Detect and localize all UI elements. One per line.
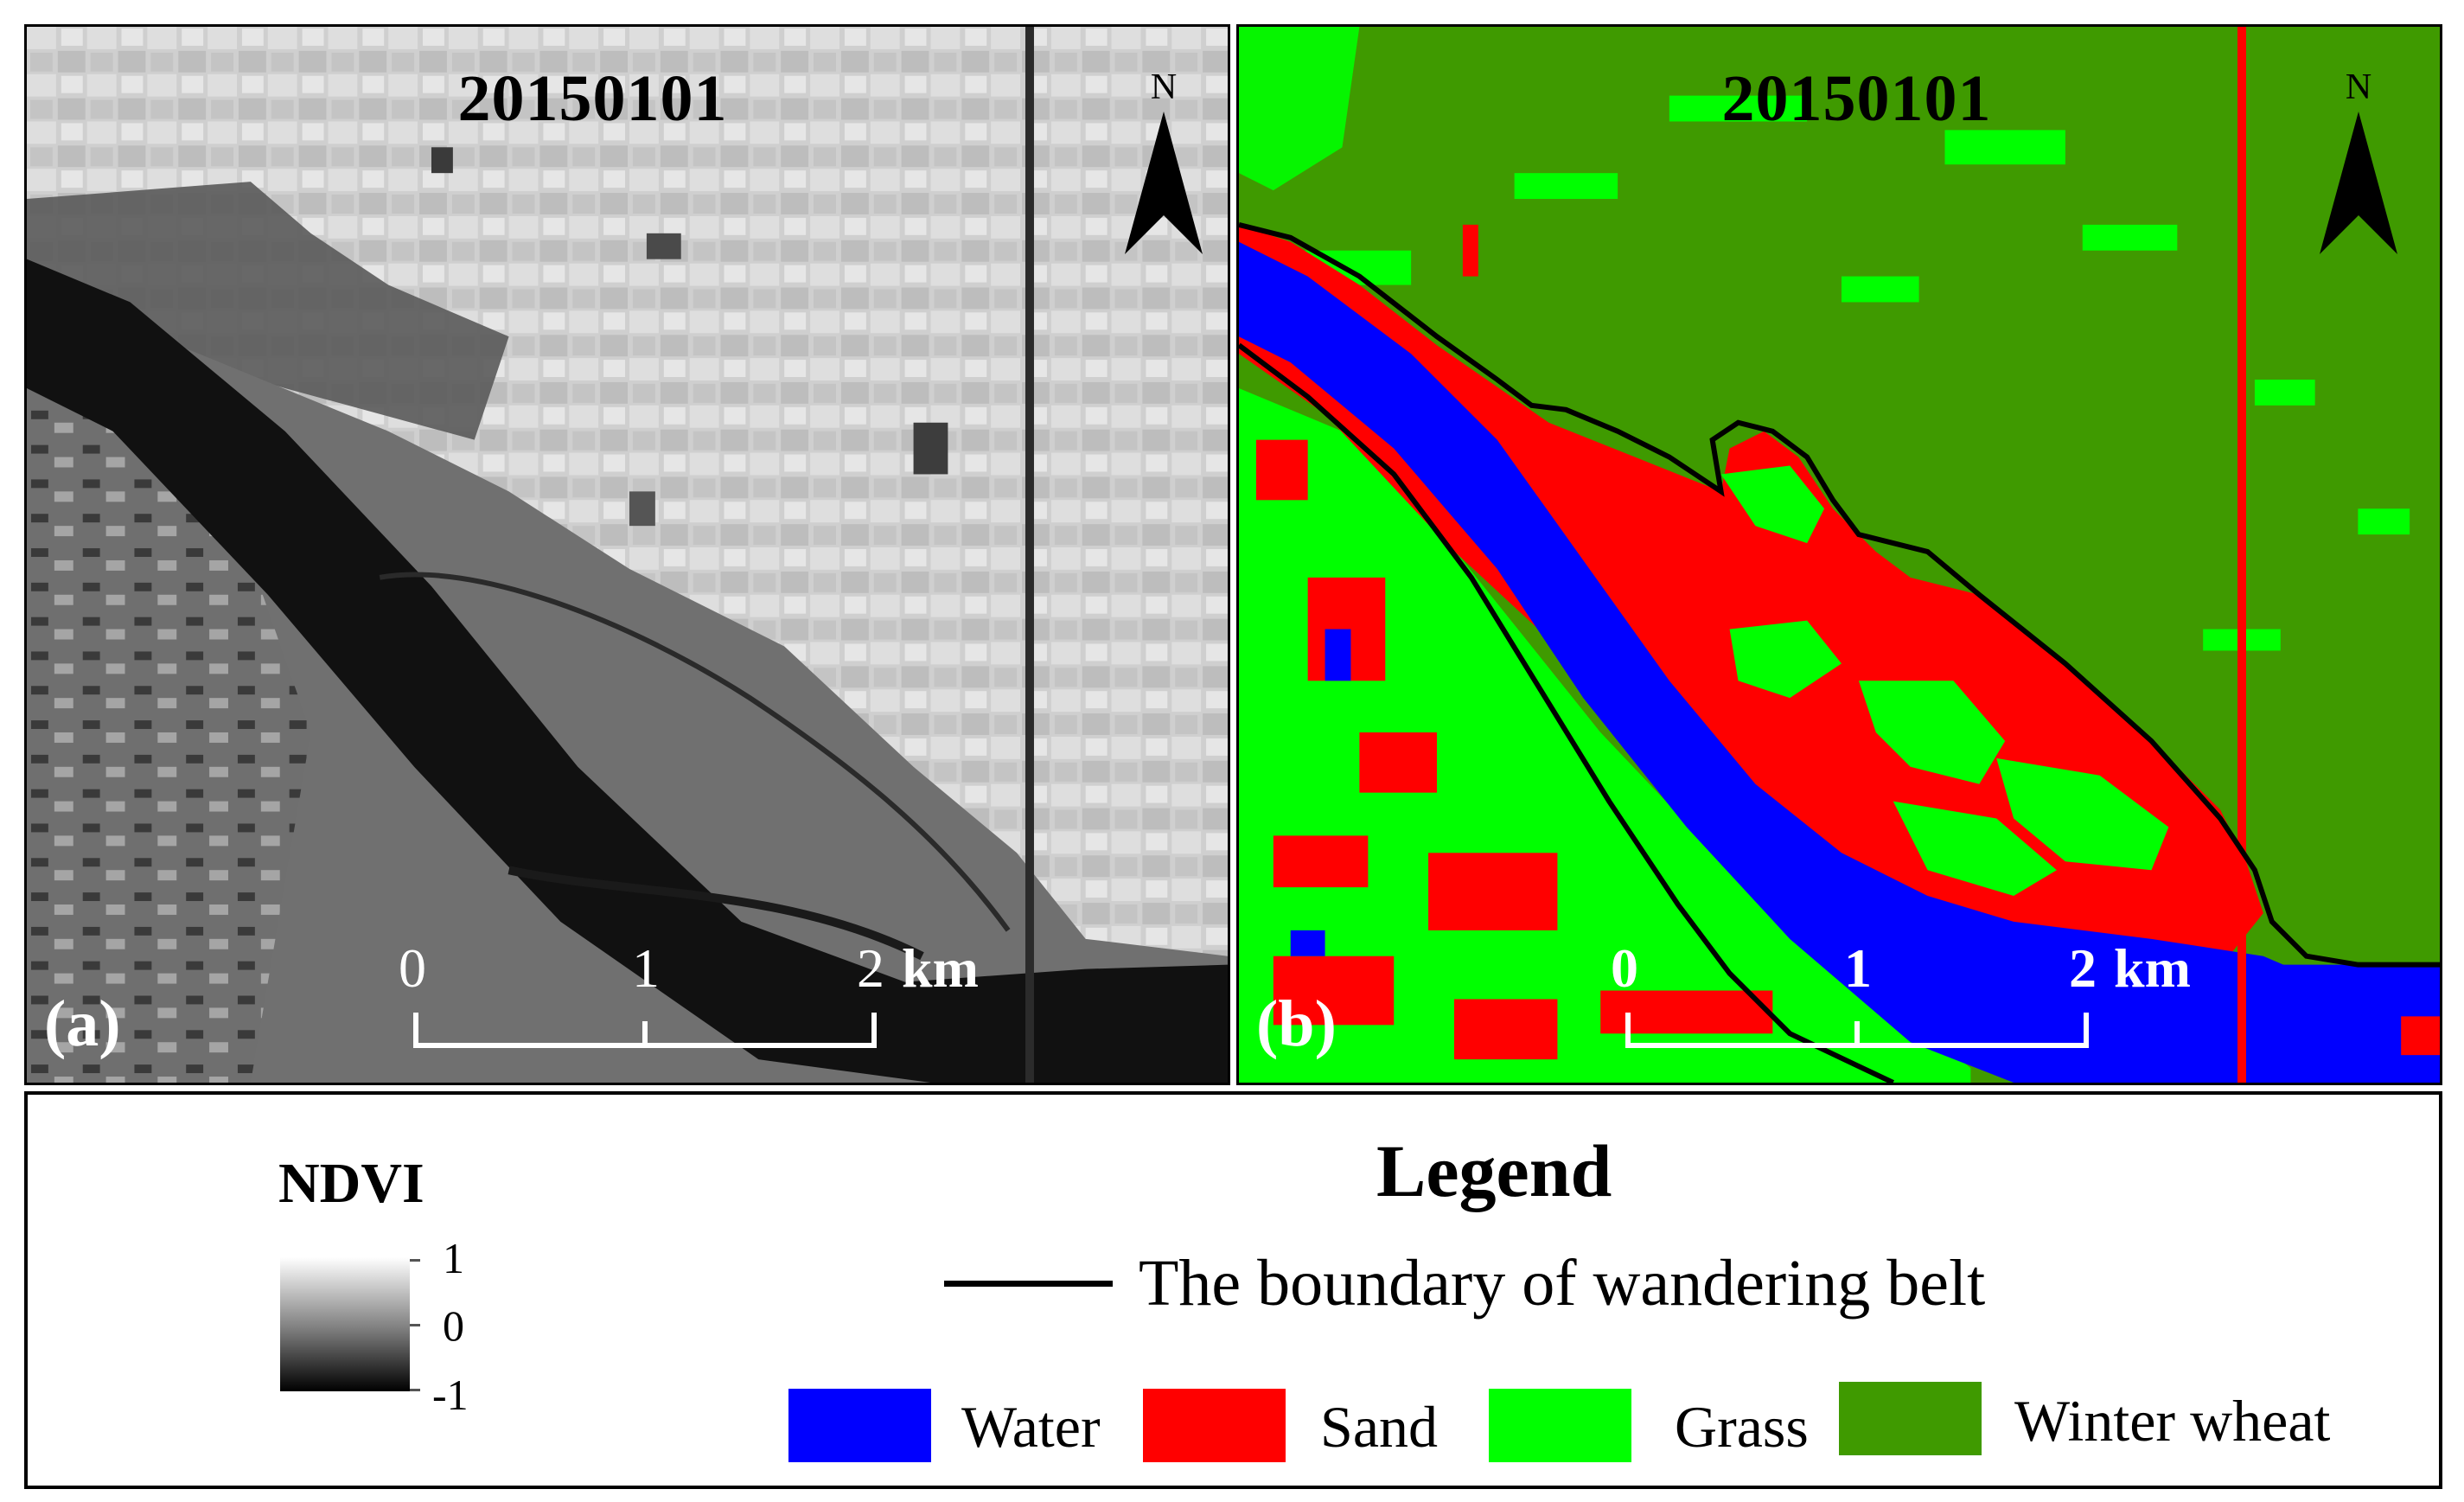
water-label: Water	[961, 1394, 1101, 1460]
ndvi-color-ramp	[280, 1257, 410, 1391]
north-letter: N	[1150, 67, 1178, 107]
scale-unit: km	[2114, 937, 2191, 999]
grass-swatch	[1489, 1389, 1631, 1462]
ndvi-min-label: -1	[432, 1371, 469, 1419]
ndvi-max-label: 1	[443, 1234, 464, 1282]
map-date-title: 20150101	[1721, 62, 1992, 135]
classification-map-image	[1239, 27, 2440, 1083]
sand-swatch	[1143, 1389, 1286, 1462]
legend-box: NDVI 1 0 -1 Legend The boundary of wande…	[24, 1091, 2442, 1489]
north-arrow: N	[2311, 67, 2406, 257]
map-date-title: 20150101	[457, 62, 728, 135]
boundary-label: The boundary of wandering belt	[1139, 1247, 1986, 1320]
panel-label: (a)	[44, 987, 121, 1060]
boundary-line-symbol	[944, 1281, 1113, 1287]
scale-bar: 0 1 2 km	[373, 917, 979, 1064]
north-arrow: N	[1116, 67, 1211, 257]
ndvi-map-panel: 20150101 N 0 1 2 km (a)	[24, 24, 1230, 1085]
ndvi-map-image	[27, 27, 1228, 1083]
scale-tick-2: 2	[2069, 937, 2097, 999]
scale-tick-1: 1	[632, 937, 660, 999]
winter-wheat-label: Winter wheat	[2014, 1388, 2331, 1454]
scale-bar: 0 1 2 km	[1585, 917, 2191, 1064]
ndvi-mid-label: 0	[443, 1301, 464, 1350]
sand-label: Sand	[1320, 1394, 1438, 1460]
north-arrow-icon	[1125, 112, 1203, 254]
scale-tick-1: 1	[1844, 937, 1872, 999]
scale-tick-0: 0	[1611, 937, 1638, 999]
north-arrow-icon	[2320, 112, 2397, 254]
ndvi-tick-max	[410, 1259, 420, 1262]
ndvi-title: NDVI	[278, 1152, 424, 1215]
grass-label: Grass	[1675, 1394, 1809, 1460]
panel-label: (b)	[1256, 987, 1337, 1060]
ndvi-tick-mid	[410, 1324, 420, 1326]
scale-bar-line	[413, 1013, 877, 1048]
north-letter: N	[2345, 67, 2372, 107]
water-swatch	[788, 1389, 931, 1462]
ndvi-tick-min	[410, 1389, 420, 1391]
scale-tick-0: 0	[399, 937, 426, 999]
classification-map-panel: 20150101 N 0 1 2 km (b)	[1236, 24, 2442, 1085]
scale-tick-2: 2	[857, 937, 884, 999]
winter-wheat-swatch	[1839, 1382, 1982, 1455]
scale-bar-line	[1625, 1013, 2089, 1048]
scale-unit: km	[902, 937, 979, 999]
legend-title: Legend	[1376, 1129, 1612, 1212]
